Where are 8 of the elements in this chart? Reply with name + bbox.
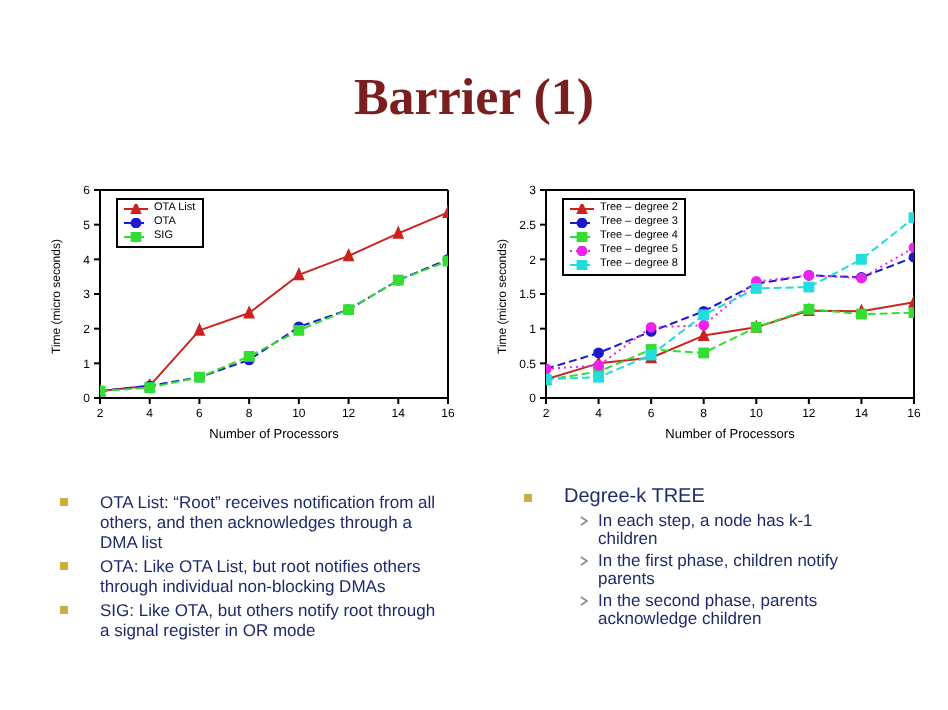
text: OTA List: “Root” receives notification from all others, and then acknowledges through a DMA list xyxy=(100,492,438,552)
text: Degree-k TREE xyxy=(564,486,705,508)
chart-title: Barrier (1) xyxy=(351,68,597,128)
text: SIG: Like OTA, but others notify root through a signal register in OR mode xyxy=(100,600,438,640)
text: OTA: Like OTA List, but root notifies others through individual non-blocking DMAs xyxy=(100,556,423,596)
text: In the second phase, parents acknowledge children xyxy=(598,590,820,628)
text: In the first phase, children notify parents xyxy=(598,550,841,588)
text: In each step, a node has k-1 children xyxy=(598,510,815,548)
